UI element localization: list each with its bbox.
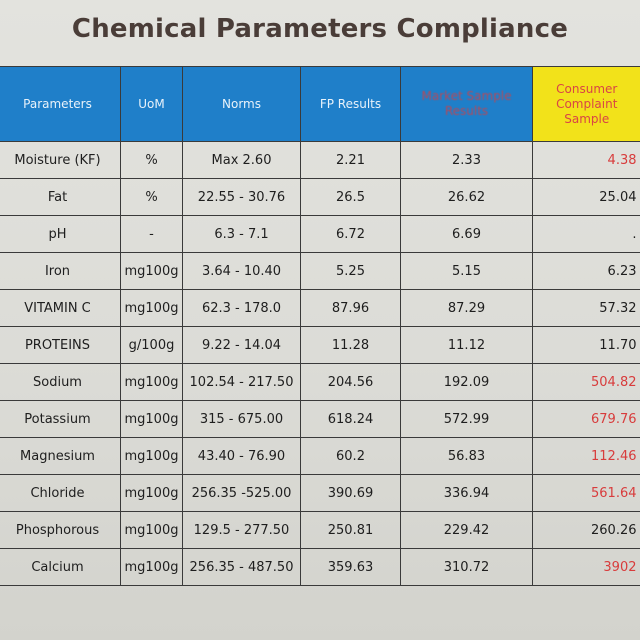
cell-fp-result: 26.5 [300,178,401,216]
cell-parameter: Chloride [0,474,121,512]
cell-market-result: 192.09 [400,363,533,401]
header-consumer-complaint: Consumer Complaint Sample [532,66,640,142]
header-market-sample: Market Sample Results [400,66,533,142]
cell-consumer-result: 11.70 [532,326,640,364]
cell-norms: 129.5 - 277.50 [182,511,301,549]
cell-market-result: 11.12 [400,326,533,364]
cell-uom: mg100g [120,289,183,327]
cell-consumer-result: 679.76 [532,400,640,438]
cell-fp-result: 5.25 [300,252,401,290]
cell-fp-result: 2.21 [300,141,401,179]
cell-uom: - [120,215,183,253]
cell-market-result: 26.62 [400,178,533,216]
table-body: Moisture (KF)% Max 2.60 2.21 2.33 4.38 Fat% 22… [0,141,640,586]
cell-parameter: Calcium [0,548,121,586]
compliance-table: Parameters UoM Norms FP Results Market S… [0,66,640,586]
cell-consumer-result: 57.32 [532,289,640,327]
cell-market-result: 6.69 [400,215,533,253]
cell-consumer-result: 25.04 [532,178,640,216]
cell-norms: 3.64 - 10.40 [182,252,301,290]
table-row: pH -6.3 - 7.1 6.72 6.69. [0,215,640,253]
cell-uom: mg100g [120,474,183,512]
cell-parameter: VITAMIN C [0,289,121,327]
cell-uom: % [120,178,183,216]
cell-norms: 315 - 675.00 [182,400,301,438]
cell-parameter: pH [0,215,121,253]
header-uom: UoM [120,66,183,142]
cell-norms: 22.55 - 30.76 [182,178,301,216]
cell-norms: 256.35 - 487.50 [182,548,301,586]
cell-consumer-result: 3902 [532,548,640,586]
cell-consumer-result: 504.82 [532,363,640,401]
cell-consumer-result: 561.64 [532,474,640,512]
cell-consumer-result: 6.23 [532,252,640,290]
cell-uom: mg100g [120,400,183,438]
cell-consumer-result: 4.38 [532,141,640,179]
table-row: Chloride mg100g 256.35 -525.00 390.69 336.94… [0,474,640,512]
cell-norms: 102.54 - 217.50 [182,363,301,401]
cell-uom: g/100g [120,326,183,364]
cell-uom: % [120,141,183,179]
cell-parameter: Sodium [0,363,121,401]
cell-uom: mg100g [120,548,183,586]
table-row: Fat% 22.55 - 30.76 26.5 26.62 25.04 [0,178,640,216]
cell-uom: mg100g [120,437,183,475]
cell-fp-result: 11.28 [300,326,401,364]
page-title: Chemical Parameters Compliance [71,14,569,44]
cell-parameter: PROTEINS [0,326,121,364]
cell-consumer-result: 260.26 [532,511,640,549]
cell-market-result: 56.83 [400,437,533,475]
cell-consumer-result: 112.46 [532,437,640,475]
table-row: Sodium mg100g 102.54 - 217.50 204.56 192.09 5… [0,363,640,401]
cell-parameter: Moisture (KF) [0,141,121,179]
cell-fp-result: 60.2 [300,437,401,475]
cell-uom: mg100g [120,363,183,401]
cell-fp-result: 250.81 [300,511,401,549]
cell-consumer-result: . [532,215,640,253]
cell-uom: mg100g [120,511,183,549]
table-row: Moisture (KF)% Max 2.60 2.21 2.33 4.38 [0,141,640,179]
cell-norms: 43.40 - 76.90 [182,437,301,475]
cell-uom: mg100g [120,252,183,290]
compliance-table-wrapper: Parameters UoM Norms FP Results Market S… [0,66,640,586]
cell-fp-result: 359.63 [300,548,401,586]
table-row: Iron mg100g 3.64 - 10.40 5.25 5.15 6.23 [0,252,640,290]
cell-fp-result: 390.69 [300,474,401,512]
cell-market-result: 5.15 [400,252,533,290]
cell-parameter: Fat [0,178,121,216]
cell-fp-result: 6.72 [300,215,401,253]
cell-norms: 256.35 -525.00 [182,474,301,512]
header-norms: Norms [182,66,301,142]
cell-parameter: Iron [0,252,121,290]
table-row: Calcium mg100g 256.35 - 487.50 359.63 310.72… [0,548,640,586]
cell-fp-result: 204.56 [300,363,401,401]
cell-norms: Max 2.60 [182,141,301,179]
table-row: Potassium mg100g 315 - 675.00 618.24 572.99 6… [0,400,640,438]
cell-market-result: 87.29 [400,289,533,327]
cell-market-result: 310.72 [400,548,533,586]
cell-market-result: 336.94 [400,474,533,512]
header-parameters: Parameters [0,66,121,142]
table-row: Phosphorous mg100g 129.5 - 277.50 250.81 229… [0,511,640,549]
cell-parameter: Magnesium [0,437,121,475]
cell-norms: 62.3 - 178.0 [182,289,301,327]
cell-market-result: 2.33 [400,141,533,179]
cell-norms: 6.3 - 7.1 [182,215,301,253]
cell-market-result: 229.42 [400,511,533,549]
header-fp-results: FP Results [300,66,401,142]
cell-market-result: 572.99 [400,400,533,438]
cell-norms: 9.22 - 14.04 [182,326,301,364]
cell-fp-result: 618.24 [300,400,401,438]
cell-parameter: Phosphorous [0,511,121,549]
cell-fp-result: 87.96 [300,289,401,327]
header-market-sample-label: Market Sample Results [421,89,512,118]
header-row: Parameters UoM Norms FP Results Market S… [0,66,640,142]
table-row: PROTEINS g/100g 9.22 - 14.04 11.28 11.12 11.7… [0,326,640,364]
table-row: Magnesium mg100g 43.40 - 76.90 60.2 56.83 112… [0,437,640,475]
cell-parameter: Potassium [0,400,121,438]
